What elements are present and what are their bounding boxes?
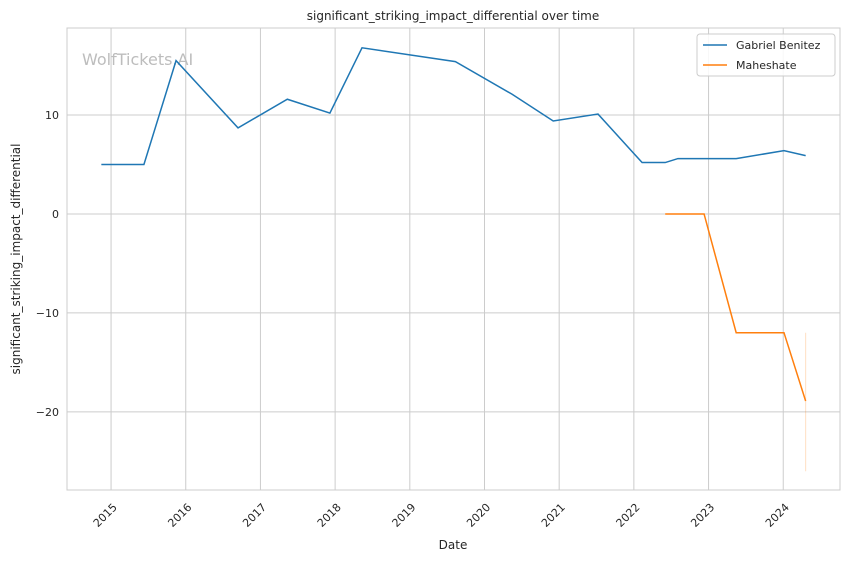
watermark: WolfTickets.AI <box>82 50 193 69</box>
chart-title: significant_striking_impact_differential… <box>307 9 599 23</box>
legend: Gabriel Benitez Maheshate <box>697 34 835 76</box>
y-tick-label: 10 <box>45 109 59 122</box>
plot-area <box>67 28 840 490</box>
legend-label-maheshate: Maheshate <box>736 59 797 72</box>
x-axis-label: Date <box>439 538 468 552</box>
x-tick-label: 2017 <box>240 501 269 530</box>
x-tick-label: 2022 <box>614 501 643 530</box>
x-tick-label: 2024 <box>763 501 792 530</box>
x-tick-label: 2020 <box>464 501 493 530</box>
x-tick-label: 2019 <box>390 501 419 530</box>
x-tick-label: 2015 <box>91 501 120 530</box>
x-tick-label: 2023 <box>688 501 717 530</box>
y-tick-label: 0 <box>52 208 59 221</box>
y-tick-label: −20 <box>36 406 59 419</box>
y-axis-label: significant_striking_impact_differential <box>9 144 23 375</box>
legend-label-gabriel-benitez: Gabriel Benitez <box>736 39 821 52</box>
x-tick-label: 2018 <box>315 501 344 530</box>
x-tick-label: 2021 <box>539 501 568 530</box>
y-tick-label: −10 <box>36 307 59 320</box>
x-tick-label: 2016 <box>165 501 194 530</box>
